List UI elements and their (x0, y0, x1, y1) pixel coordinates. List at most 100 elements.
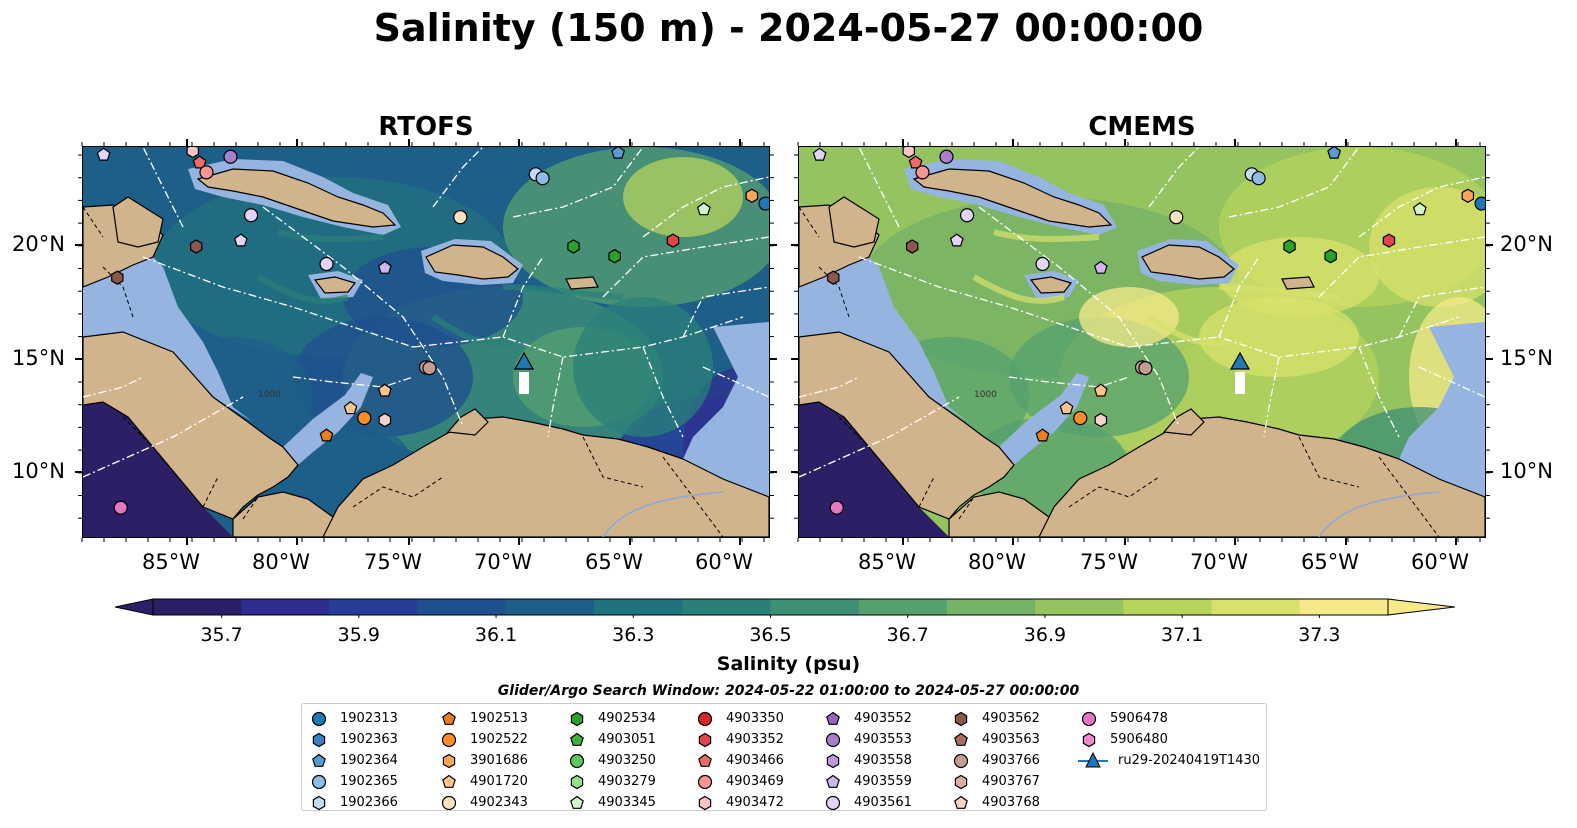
hexagon-marker-icon (698, 732, 712, 747)
lon-label: 60°W (695, 550, 753, 574)
lon-label: 70°W (474, 550, 532, 574)
pentagon-marker-icon (698, 753, 712, 767)
hexagon-marker-icon (570, 774, 584, 789)
pentagon-marker-icon (442, 774, 456, 788)
circle-marker-icon (825, 795, 841, 810)
colorbar-segment (329, 599, 419, 615)
legend-item: 1902363 (308, 729, 398, 750)
hexagon-marker-icon (312, 732, 326, 747)
legend-item: 1902513 (438, 708, 528, 729)
legend-marker (825, 732, 841, 747)
float-marker (829, 500, 844, 515)
axis-tick-marks (75, 139, 1493, 545)
legend-label: 4903466 (726, 753, 784, 768)
float-marker (959, 208, 975, 223)
legend-marker (954, 732, 968, 746)
legend-marker (953, 753, 969, 768)
legend-label: 3901686 (470, 753, 528, 768)
legend-label: 1902363 (340, 732, 398, 747)
hexagon-marker-icon (698, 795, 712, 810)
float-marker (96, 147, 111, 161)
circle-marker-icon (1081, 711, 1097, 726)
legend-item: 4903345 (566, 792, 656, 813)
float-marker (827, 270, 840, 285)
legend-marker (698, 732, 712, 747)
legend-label: 4903558 (854, 753, 912, 768)
legend-item: ru29-20240419T1430 (1078, 750, 1260, 771)
legend-marker (954, 774, 968, 789)
circle-marker-icon (697, 774, 713, 789)
pentagon-marker-icon (826, 711, 840, 725)
legend-label: 4903561 (854, 795, 912, 810)
circle-marker-icon (825, 732, 841, 747)
legend-item: 4903552 (822, 708, 912, 729)
lon-label: 65°W (585, 550, 643, 574)
colorbar-tick-label: 36.7 (886, 624, 929, 646)
legend-label: 4901720 (470, 774, 528, 789)
float-marker (1059, 401, 1074, 415)
float-marker (949, 233, 964, 247)
legend-label: 1902513 (470, 711, 528, 726)
colorbar-segment (1211, 599, 1301, 615)
float-marker (1251, 171, 1266, 186)
legend-marker (697, 774, 713, 789)
hexagon-marker-icon (954, 711, 968, 726)
legend-label: 5906480 (1110, 732, 1168, 747)
legend-marker (570, 774, 584, 789)
float-marker (377, 383, 392, 397)
legend-item: 1902365 (308, 771, 398, 792)
legend-item: 4903561 (822, 792, 912, 813)
float-marker (192, 155, 207, 169)
legend-marker (1082, 732, 1096, 747)
legend-marker (442, 753, 456, 768)
colorbar-tick-label: 36.9 (1023, 624, 1067, 646)
colorbar (115, 598, 1455, 618)
legend-marker (698, 753, 712, 767)
legend-marker (442, 711, 456, 725)
legend-marker (442, 774, 456, 788)
float-marker (696, 202, 711, 216)
float-marker (378, 412, 392, 428)
legend-label: 4903768 (982, 795, 1040, 810)
legend-label: 4903553 (854, 732, 912, 747)
float-marker (186, 147, 200, 159)
float-marker (535, 171, 550, 186)
float-marker (915, 165, 930, 180)
float-marker (319, 256, 334, 272)
float-marker (608, 249, 621, 264)
float-marker (908, 155, 923, 169)
legend-item: 1902313 (308, 708, 398, 729)
float-marker (422, 361, 437, 376)
legend-item: 3901686 (438, 750, 528, 771)
lon-label: 65°W (1301, 550, 1359, 574)
colorbar-segment (417, 599, 507, 615)
circle-marker-icon (697, 711, 713, 726)
float-marker (453, 210, 468, 225)
legend-item: 4903558 (822, 750, 912, 771)
float-marker (1094, 412, 1108, 428)
legend-item: 4903559 (822, 771, 912, 792)
legend-label: 4903345 (598, 795, 656, 810)
circle-marker-icon (441, 732, 457, 747)
float-marker (1474, 196, 1485, 211)
legend-marker (570, 795, 584, 809)
panel-title-cmems: CMEMS (1088, 112, 1196, 142)
float-marker (1035, 256, 1050, 272)
legend-column: 1902313 1902363 1902364 1902365 1902366 (308, 708, 398, 813)
pentagon-marker-icon (954, 732, 968, 746)
legend-label: 4902343 (470, 795, 528, 810)
legend-marker (569, 753, 585, 768)
float-marker (1382, 233, 1396, 248)
float-marker (1073, 410, 1088, 426)
legend-label: ru29-20240419T1430 (1118, 753, 1261, 768)
map-panel-cmems: 1000 (798, 146, 1486, 538)
legend-marker (954, 711, 968, 726)
map-cmems: 1000 (799, 147, 1485, 537)
legend-item: 4903472 (694, 792, 784, 813)
circle-marker-icon (311, 774, 327, 789)
float-marker (758, 196, 769, 211)
circle-marker-icon (311, 711, 327, 726)
colorbar-segment (946, 599, 1036, 615)
hexagon-marker-icon (1082, 732, 1096, 747)
legend-label: 4903563 (982, 732, 1040, 747)
